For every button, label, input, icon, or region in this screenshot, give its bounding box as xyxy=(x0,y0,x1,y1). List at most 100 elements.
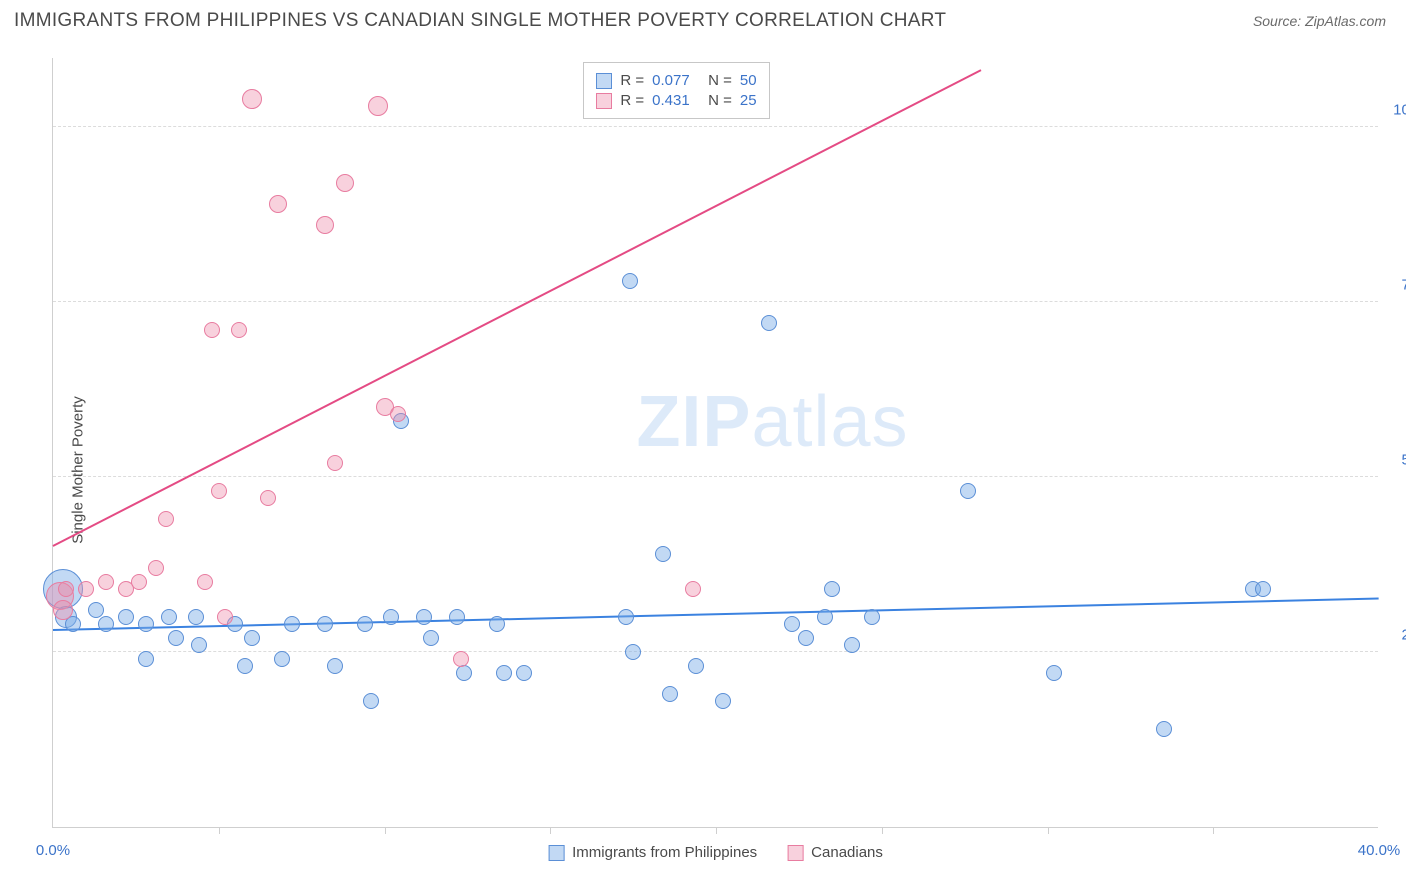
data-point-canadians xyxy=(368,96,388,116)
legend-swatch xyxy=(787,845,803,861)
legend-swatch xyxy=(596,73,612,89)
x-tick xyxy=(385,827,386,834)
data-point-philippines xyxy=(98,616,114,632)
data-point-canadians xyxy=(211,483,227,499)
legend-stats: R = 0.077 N = 50 R = 0.431N = 25 xyxy=(583,62,769,119)
data-point-philippines xyxy=(274,651,290,667)
data-point-canadians xyxy=(53,600,73,620)
y-tick-label: 75.0% xyxy=(1401,277,1406,294)
data-point-canadians xyxy=(327,455,343,471)
legend-n-label: N = xyxy=(708,92,732,109)
legend-stat-row: R = 0.431N = 25 xyxy=(596,92,756,109)
data-point-canadians xyxy=(78,581,94,597)
data-point-philippines xyxy=(784,616,800,632)
data-point-canadians xyxy=(204,322,220,338)
data-point-philippines xyxy=(496,665,512,681)
legend-swatch xyxy=(596,93,612,109)
legend-stat-row: R = 0.077 N = 50 xyxy=(596,72,756,89)
gridline xyxy=(53,126,1378,127)
data-point-philippines xyxy=(625,644,641,660)
data-point-philippines xyxy=(655,546,671,562)
data-point-philippines xyxy=(456,665,472,681)
legend-label: Canadians xyxy=(811,844,883,861)
x-tick xyxy=(1048,827,1049,834)
y-tick-label: 50.0% xyxy=(1401,452,1406,469)
source-label: Source: xyxy=(1253,13,1305,29)
data-point-canadians xyxy=(260,490,276,506)
x-tick xyxy=(716,827,717,834)
data-point-canadians xyxy=(242,89,262,109)
legend-r-value: 0.077 xyxy=(652,72,700,89)
legend-n-value: 25 xyxy=(740,92,757,109)
data-point-canadians xyxy=(390,406,406,422)
data-point-philippines xyxy=(824,581,840,597)
data-point-philippines xyxy=(960,483,976,499)
legend-item-canadians: Canadians xyxy=(787,844,883,861)
data-point-philippines xyxy=(489,616,505,632)
gridline xyxy=(53,476,1378,477)
data-point-philippines xyxy=(416,609,432,625)
plot-area: ZIPatlas R = 0.077N = 50R = 0.431N = 25 … xyxy=(52,58,1378,828)
data-point-philippines xyxy=(118,609,134,625)
data-point-philippines xyxy=(715,693,731,709)
watermark-zip: ZIP xyxy=(636,382,751,462)
data-point-philippines xyxy=(1255,581,1271,597)
data-point-philippines xyxy=(383,609,399,625)
data-point-philippines xyxy=(168,630,184,646)
data-point-philippines xyxy=(817,609,833,625)
data-point-philippines xyxy=(618,609,634,625)
x-tick-label: 40.0% xyxy=(1358,842,1401,859)
x-tick xyxy=(219,827,220,834)
source-name: ZipAtlas.com xyxy=(1305,13,1386,29)
data-point-philippines xyxy=(1156,721,1172,737)
watermark: ZIPatlas xyxy=(636,381,908,463)
legend-series: Immigrants from Philippines Canadians xyxy=(548,844,883,861)
data-point-canadians xyxy=(453,651,469,667)
data-point-philippines xyxy=(622,273,638,289)
data-point-philippines xyxy=(161,609,177,625)
gridline xyxy=(53,651,1378,652)
data-point-philippines xyxy=(662,686,678,702)
y-tick-label: 25.0% xyxy=(1401,627,1406,644)
data-point-canadians xyxy=(131,574,147,590)
y-tick-label: 100.0% xyxy=(1393,102,1406,119)
data-point-philippines xyxy=(138,616,154,632)
data-point-canadians xyxy=(197,574,213,590)
data-point-philippines xyxy=(237,658,253,674)
data-point-philippines xyxy=(88,602,104,618)
data-point-canadians xyxy=(158,511,174,527)
data-point-philippines xyxy=(1046,665,1062,681)
data-point-philippines xyxy=(688,658,704,674)
legend-swatch xyxy=(548,845,564,861)
title-bar: IMMIGRANTS FROM PHILIPPINES VS CANADIAN … xyxy=(0,0,1406,42)
data-point-canadians xyxy=(316,216,334,234)
data-point-philippines xyxy=(284,616,300,632)
chart-container: Single Mother Poverty ZIPatlas R = 0.077… xyxy=(0,48,1406,892)
data-point-philippines xyxy=(244,630,260,646)
data-point-philippines xyxy=(357,616,373,632)
data-point-canadians xyxy=(231,322,247,338)
data-point-philippines xyxy=(449,609,465,625)
data-point-philippines xyxy=(138,651,154,667)
data-point-philippines xyxy=(516,665,532,681)
legend-n-value: 50 xyxy=(740,72,757,89)
data-point-canadians xyxy=(148,560,164,576)
data-point-philippines xyxy=(327,658,343,674)
legend-r-label: R = xyxy=(620,92,644,109)
data-point-philippines xyxy=(844,637,860,653)
data-point-canadians xyxy=(98,574,114,590)
watermark-atlas: atlas xyxy=(751,382,908,462)
trend-line-philippines xyxy=(53,598,1379,631)
legend-label: Immigrants from Philippines xyxy=(572,844,757,861)
legend-n-label: N = xyxy=(708,72,732,89)
x-tick xyxy=(882,827,883,834)
data-point-canadians xyxy=(336,174,354,192)
data-point-philippines xyxy=(798,630,814,646)
data-point-canadians xyxy=(269,195,287,213)
x-tick-label: 0.0% xyxy=(36,842,70,859)
chart-title: IMMIGRANTS FROM PHILIPPINES VS CANADIAN … xyxy=(14,10,946,32)
data-point-philippines xyxy=(423,630,439,646)
legend-r-label: R = xyxy=(620,72,644,89)
data-point-canadians xyxy=(58,581,74,597)
legend-item-philippines: Immigrants from Philippines xyxy=(548,844,757,861)
